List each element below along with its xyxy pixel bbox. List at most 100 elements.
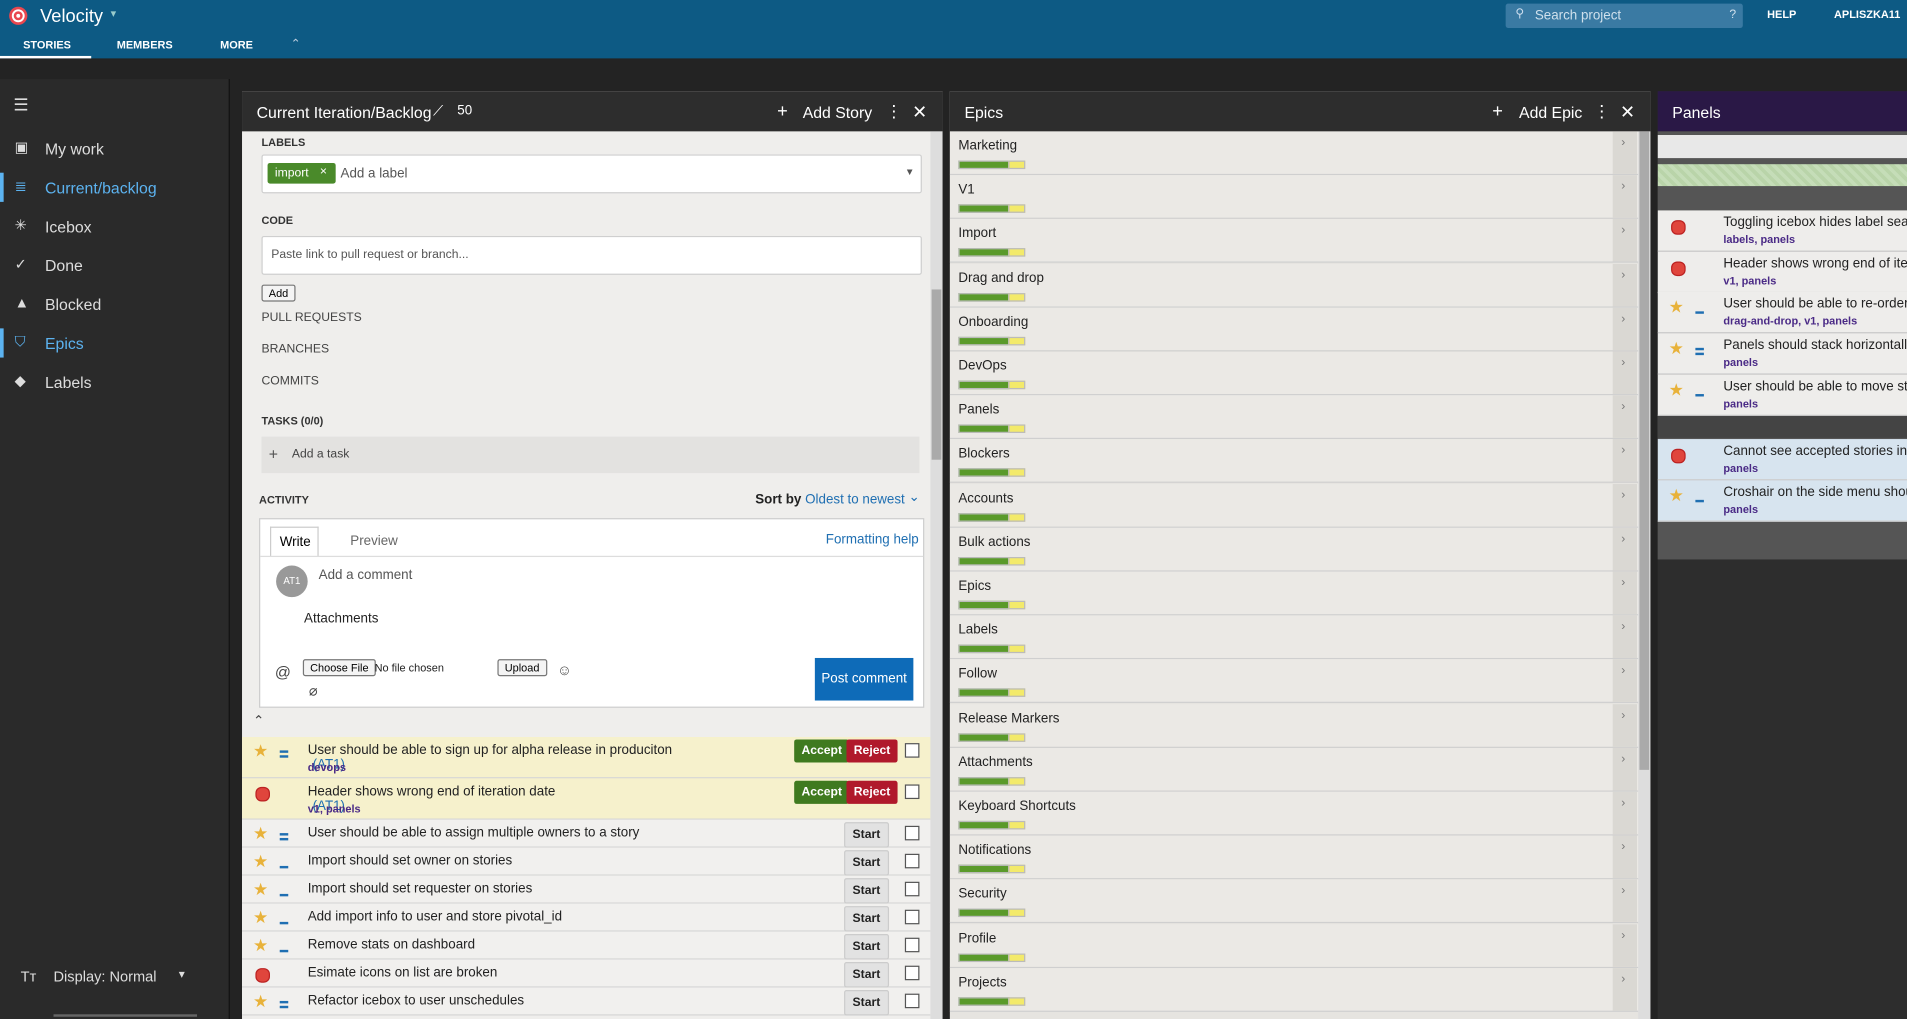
epic-row[interactable]: Profile ›: [949, 923, 1639, 968]
help-menu[interactable]: HELP: [1767, 8, 1797, 21]
story-button[interactable]: Start: [844, 934, 889, 960]
story-row[interactable]: ★ Import should set owner on stories Start: [242, 847, 931, 876]
epic-row[interactable]: Notifications ›: [949, 835, 1639, 880]
label-caret[interactable]: ▼: [904, 166, 915, 178]
nav-tab[interactable]: MEMBERS: [116, 38, 173, 52]
app-menu-caret[interactable]: ▾: [110, 7, 117, 20]
story-checkbox[interactable]: [904, 784, 920, 800]
story-row[interactable]: ★ Import should set requester on stories S…: [242, 875, 931, 904]
sidebar-item[interactable]: ✳ Icebox: [0, 209, 229, 243]
display-setting[interactable]: Display: Normal: [53, 968, 157, 986]
sidebar-toggle[interactable]: ☰: [13, 94, 29, 115]
epic-chevron[interactable]: ›: [1621, 356, 1626, 370]
story-checkbox[interactable]: [904, 881, 920, 897]
story-button[interactable]: Start: [844, 906, 889, 932]
story-button[interactable]: Reject: [846, 739, 898, 763]
story-checkbox[interactable]: [904, 965, 920, 981]
epic-chevron[interactable]: ›: [1621, 928, 1626, 943]
epic-chevron[interactable]: ›: [1621, 268, 1626, 282]
collapse-story[interactable]: ⌃: [252, 713, 265, 729]
epic-chevron[interactable]: ›: [1621, 884, 1626, 899]
story-button[interactable]: Accept: [794, 780, 850, 804]
epic-row[interactable]: V1 ›: [949, 175, 1639, 220]
nav-tab[interactable]: MORE: [220, 38, 253, 52]
attach-icon[interactable]: ⌀: [308, 682, 318, 700]
panel-menu[interactable]: ⋮: [885, 100, 903, 121]
story-row[interactable]: ★ User should be able to assign multiple …: [242, 819, 931, 848]
code-input[interactable]: Paste link to pull request or branch...: [261, 235, 922, 275]
epic-row[interactable]: Import ›: [949, 219, 1639, 264]
sort-value[interactable]: Oldest to newest: [805, 492, 905, 508]
story-button[interactable]: Start: [844, 878, 889, 904]
epic-row[interactable]: Attachments ›: [949, 747, 1639, 792]
panel-story[interactable]: ★ Panels should stack horizontall panels: [1657, 333, 1907, 375]
story-row[interactable]: Header shows wrong end of iteration date…: [242, 778, 931, 820]
write-tab[interactable]: Write: [269, 526, 319, 558]
story-button[interactable]: Start: [844, 962, 889, 988]
story-row[interactable]: ★ User should be able to sign up for alph…: [242, 737, 931, 779]
epic-chevron[interactable]: ›: [1621, 532, 1626, 546]
scrollbar[interactable]: [1638, 131, 1651, 1019]
add-task[interactable]: + Add a task: [261, 436, 920, 474]
epic-row[interactable]: Bulk actions ›: [949, 527, 1639, 572]
story-checkbox[interactable]: [904, 993, 920, 1009]
story-button[interactable]: Start: [844, 850, 889, 876]
zoom-slider[interactable]: [53, 1014, 198, 1017]
epic-chevron[interactable]: ›: [1621, 444, 1626, 458]
label-input[interactable]: import × Add a label ▼: [261, 154, 922, 194]
epic-chevron[interactable]: ›: [1621, 180, 1626, 194]
panel-story[interactable]: ★ User should be able to re-order drag-and…: [1657, 292, 1907, 334]
story-button[interactable]: Accept: [794, 739, 850, 763]
story-row[interactable]: ★ Add import info to user and store pivot…: [242, 903, 931, 932]
epic-chevron[interactable]: ›: [1621, 136, 1626, 150]
epic-row[interactable]: Marketing ›: [949, 131, 1639, 176]
epic-chevron[interactable]: ›: [1621, 752, 1626, 766]
add-icon[interactable]: +: [1492, 100, 1503, 122]
sidebar-item[interactable]: ≣ Current/backlog: [0, 170, 229, 204]
add-story[interactable]: Add Story: [802, 103, 873, 122]
formatting-help[interactable]: Formatting help: [825, 532, 919, 548]
epic-chevron[interactable]: ›: [1621, 576, 1626, 590]
story-checkbox[interactable]: [904, 937, 920, 953]
emoji-icon[interactable]: ☺: [557, 661, 572, 679]
sort-caret[interactable]: ⌄: [908, 490, 920, 505]
story-button[interactable]: Reject: [846, 780, 898, 804]
story-checkbox[interactable]: [904, 853, 920, 869]
epic-row[interactable]: Epics ›: [949, 571, 1639, 616]
story-checkbox[interactable]: [904, 743, 920, 758]
story-row[interactable]: ★ Refactor icebox to user unschedules Star…: [242, 987, 931, 1016]
epic-chevron[interactable]: ›: [1621, 224, 1626, 238]
panel-story[interactable]: Cannot see accepted stories in c panels: [1657, 439, 1907, 481]
epic-chevron[interactable]: ›: [1621, 400, 1626, 414]
epic-chevron[interactable]: ›: [1621, 312, 1626, 326]
add-epic[interactable]: Add Epic: [1519, 103, 1583, 122]
panel-close[interactable]: ✕: [1619, 102, 1636, 123]
panel-story[interactable]: ★ User should be able to move sto panels: [1657, 374, 1907, 416]
app-name[interactable]: Velocity: [40, 6, 104, 27]
epic-chevron[interactable]: ›: [1621, 708, 1626, 722]
choose-file[interactable]: Choose File: [302, 659, 376, 677]
epic-row[interactable]: Accounts ›: [949, 483, 1639, 528]
preview-tab[interactable]: Preview: [350, 533, 398, 549]
sidebar-item[interactable]: ⛉ Epics: [0, 326, 229, 360]
sidebar-item[interactable]: ✓ Done: [0, 248, 229, 282]
epic-row[interactable]: Keyboard Shortcuts ›: [949, 791, 1639, 836]
sidebar-item[interactable]: ▲ Blocked: [0, 287, 229, 321]
user-menu[interactable]: APLISZKA11: [1834, 8, 1901, 21]
label-remove[interactable]: ×: [319, 165, 327, 179]
sidebar-item[interactable]: ◆ Labels: [0, 365, 229, 399]
comment-placeholder[interactable]: Add a comment: [318, 567, 413, 583]
epic-chevron[interactable]: ›: [1621, 972, 1626, 987]
epic-chevron[interactable]: ›: [1621, 796, 1626, 810]
epic-row[interactable]: Release Markers ›: [949, 703, 1639, 748]
nav-tab[interactable]: STORIES: [23, 38, 71, 52]
story-row[interactable]: ★ Remove stats on dashboard Start: [242, 931, 931, 960]
add-icon[interactable]: +: [777, 100, 788, 122]
mention-icon[interactable]: @: [274, 662, 291, 682]
sidebar-item[interactable]: ▣ My work: [0, 131, 229, 165]
epic-chevron[interactable]: ›: [1621, 664, 1626, 678]
story-checkbox[interactable]: [904, 825, 920, 841]
epic-chevron[interactable]: ›: [1621, 488, 1626, 502]
epic-row[interactable]: Projects ›: [949, 967, 1639, 1012]
panel-close[interactable]: ✕: [912, 102, 928, 123]
